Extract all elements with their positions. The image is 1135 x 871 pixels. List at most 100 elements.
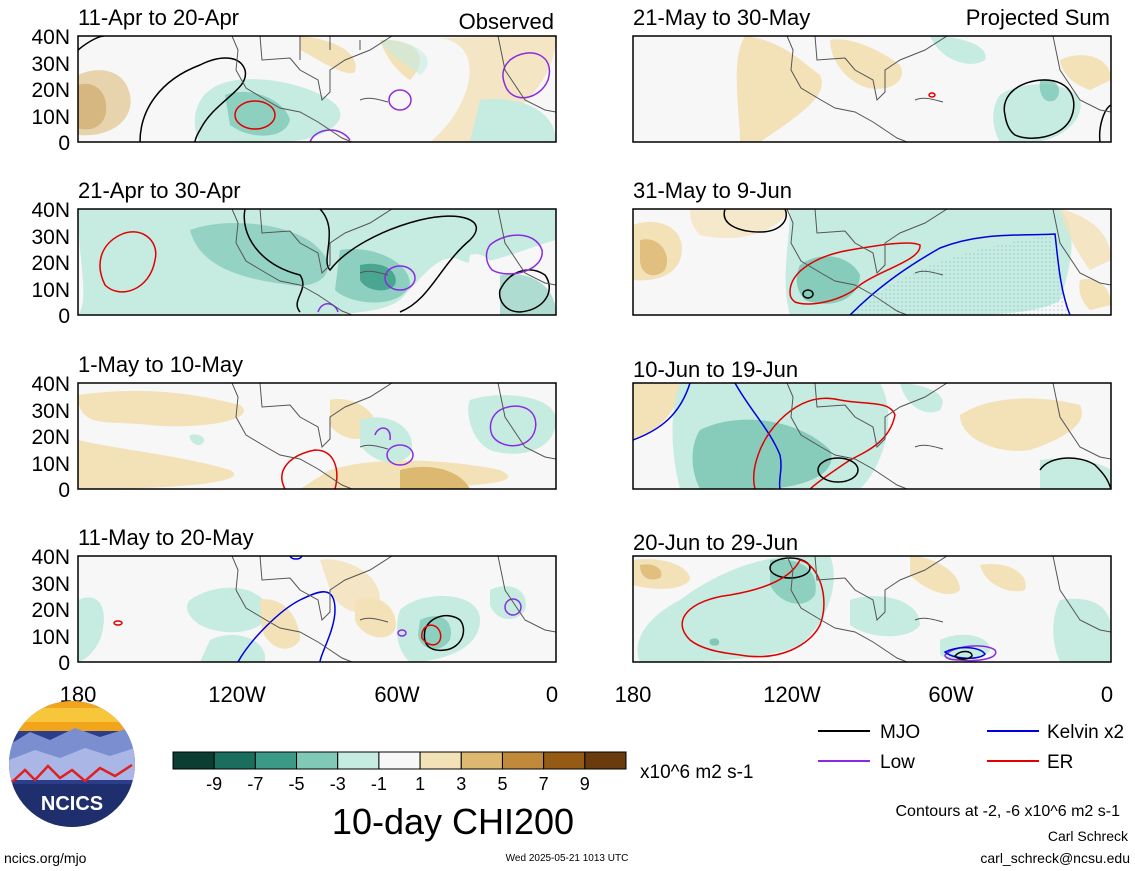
lat-label: 10N [31,106,70,129]
map-frame [77,35,557,143]
map-field [78,209,556,315]
map-frame [632,35,1112,143]
panel-title: 21-Apr to 30-Apr [78,178,241,203]
lat-label: 20N [31,252,70,275]
logo-text: NCICS [41,793,103,815]
panel-title: 11-Apr to 20-Apr [78,5,239,30]
panel-title: 21-May to 30-May [633,5,810,30]
lat-label: 10N [31,626,70,649]
colorbar-tick-label: 5 [497,774,507,794]
colorbar-tick-label: 1 [415,774,425,794]
map-frame [77,208,557,316]
map-frame [632,208,1112,316]
legend: MJO Kelvin x2 Low ER [818,722,1124,773]
lon-label: 180 [615,682,652,707]
colorbar-units: x10^6 m2 s-1 [640,762,753,783]
map-field [78,36,556,142]
colorbar-swatch [460,751,503,770]
lat-label: 20N [31,426,70,449]
colorbar-tick-label: -7 [247,774,263,794]
lat-label: 10N [31,453,70,476]
legend-label-low: Low [880,752,915,773]
observed-label: Observed [459,9,554,34]
colorbar-tick-label: 3 [456,774,466,794]
panel-title: 31-May to 9-Jun [633,178,792,203]
lat-label: 0 [58,652,70,675]
lat-label: 40N [31,26,70,49]
colorbar-tick-label: -3 [330,774,346,794]
map-frame [77,555,557,663]
colorbar-tick-label: -1 [371,774,387,794]
panel-title: 1-May to 10-May [78,352,243,377]
longitude-labels: 180 120W 60W 0 180 120W 60W 0 [60,682,1113,707]
colorbar-swatch [254,751,298,770]
colorbar-tick-label: -9 [206,774,222,794]
map-frame [632,382,1112,490]
panel-projected-2: 31-May to 9-Jun [632,178,1112,316]
website-link[interactable]: ncics.org/mjo [4,850,87,866]
lat-label: 40N [31,199,70,222]
colorbar-swatch [172,751,215,770]
colorbar-swatch [419,751,462,770]
colorbar-swatch [543,751,586,770]
panel-projected-3: 10-Jun to 19-Jun [632,357,1112,490]
timestamp: Wed 2025-05-21 1013 UTC [506,853,629,864]
lon-label: 0 [546,682,558,707]
colorbar: -9 -7 -5 -3 -1 1 3 5 7 9 [172,751,627,794]
colorbar-swatch [213,751,256,770]
lat-label: 30N [31,53,70,76]
map-field [633,209,1111,315]
lat-label: 30N [31,400,70,423]
legend-label-kelvin: Kelvin x2 [1047,722,1124,743]
lon-label: 60W [374,682,419,707]
colorbar-swatch [501,751,545,770]
map-field [633,383,1111,489]
lat-label: 20N [31,599,70,622]
lat-label: 10N [31,279,70,302]
panel-title: 20-Jun to 29-Jun [633,530,798,555]
lat-label: 40N [31,546,70,569]
panel-observed-3: 1-May to 10-May [77,352,557,490]
lat-label: 30N [31,226,70,249]
colorbar-swatch [584,751,627,770]
lon-label: 0 [1101,682,1113,707]
lon-label: 60W [928,682,973,707]
lat-label: 0 [58,305,70,328]
map-field [633,36,1111,142]
colorbar-tick-label: 7 [539,774,549,794]
contours-note: Contours at -2, -6 x10^6 m2 s-1 [896,803,1121,820]
panel-projected-4: 20-Jun to 29-Jun [632,530,1112,663]
panel-observed-1: 11-Apr to 20-Apr Observed [77,5,557,143]
lat-label: 40N [31,373,70,396]
panel-projected-1: 21-May to 30-May Projected Sum [632,5,1112,143]
lon-label: 120W [208,682,266,707]
map-field [78,556,556,662]
lat-label: 20N [31,79,70,102]
lat-label: 30N [31,573,70,596]
latitude-labels: 40N 30N 20N 10N 0 40N 30N 20N 10N 0 40N … [31,26,70,675]
map-frame [632,555,1112,663]
colorbar-swatch [378,751,421,770]
author-email: carl_schreck@ncsu.edu [980,850,1130,866]
author-name: Carl Schreck [1048,828,1129,844]
colorbar-tick-label: -5 [289,774,305,794]
panel-title: 10-Jun to 19-Jun [633,357,798,382]
colorbar-swatch [296,751,339,770]
ncics-logo: NCICS [9,701,135,827]
map-field [78,383,556,489]
projected-label: Projected Sum [966,5,1110,30]
colorbar-swatch [337,751,380,770]
main-title: 10-day CHI200 [332,801,574,842]
legend-label-er: ER [1047,752,1073,773]
lat-label: 0 [58,132,70,155]
lon-label: 120W [763,682,821,707]
panel-title: 11-May to 20-May [78,525,254,550]
panel-observed-2: 21-Apr to 30-Apr [77,178,557,316]
legend-label-mjo: MJO [880,722,920,743]
colorbar-tick-label: 9 [580,774,590,794]
map-field [633,556,1111,662]
panel-observed-4: 11-May to 20-May [77,525,557,663]
map-frame [77,382,557,490]
lat-label: 0 [58,479,70,502]
